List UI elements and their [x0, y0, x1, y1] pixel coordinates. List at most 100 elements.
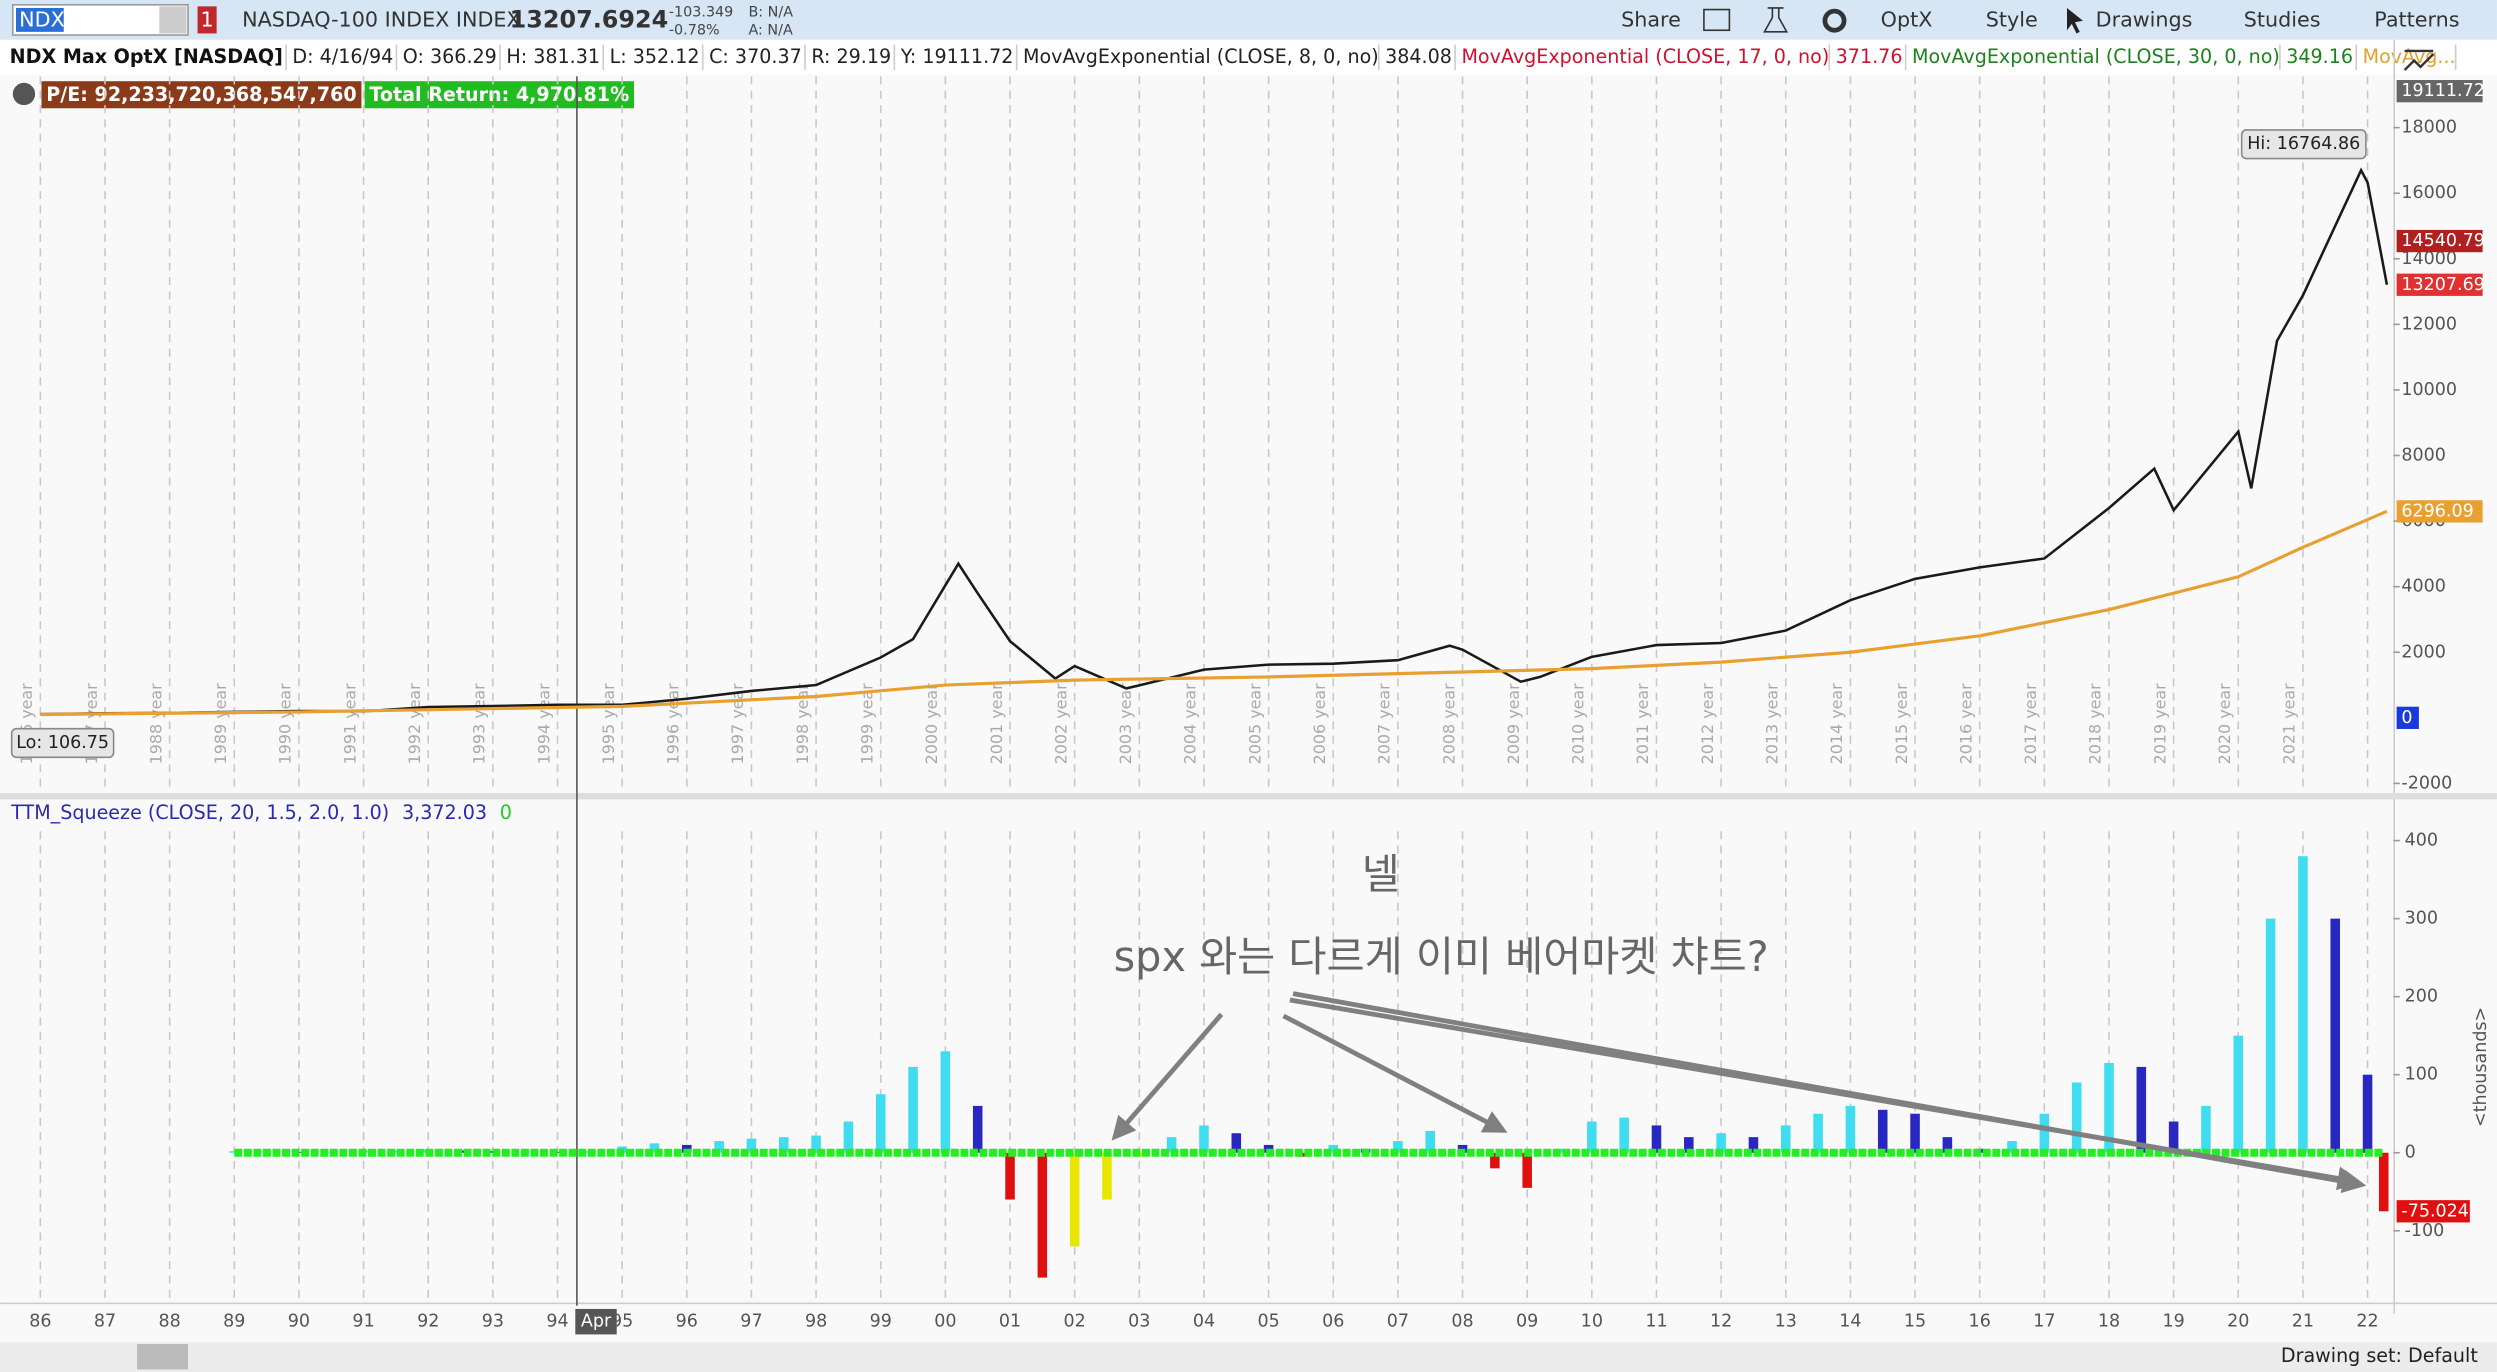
y-tick-label: 12000: [2401, 314, 2457, 334]
year-label: 2017 year: [2021, 683, 2040, 764]
button[interactable]: Drawings: [2096, 8, 2193, 32]
year-label: 2016 year: [1956, 683, 1975, 764]
study-unit: <thousands>: [2471, 1007, 2491, 1127]
histogram-bar: [746, 1138, 757, 1153]
header-field: C: 370.37: [709, 45, 802, 68]
scroll-thumb[interactable]: [137, 1343, 188, 1370]
button[interactable]: Share: [1621, 8, 1681, 32]
header-field: H: 381.31: [506, 45, 600, 68]
x-tick-label: 00: [934, 1312, 956, 1332]
histogram-bar: [1716, 1133, 1726, 1153]
year-label: 1988 year: [146, 683, 165, 764]
year-label: 1989 year: [211, 683, 230, 764]
x-tick-label: 07: [1387, 1312, 1409, 1332]
info-icon[interactable]: [12, 82, 36, 106]
button[interactable]: Patterns: [2374, 8, 2459, 32]
header-field: Y: 19111.72: [900, 45, 1014, 68]
histogram-bar: [940, 1051, 951, 1153]
header: NDX Max OptX [NASDAQ] D: 4/16/94 O: 366.29…: [10, 44, 2457, 71]
year-label: 2009 year: [1504, 683, 1523, 764]
price-marker: [2396, 229, 2483, 253]
price-marker: [2396, 706, 2419, 729]
symbol-highlight: [15, 7, 64, 32]
button[interactable]: Studies: [2244, 8, 2321, 32]
y-tick-label: 300: [2405, 909, 2438, 929]
study-marker-label: -75.024: [2401, 1201, 2469, 1221]
year-label: 2021 year: [2280, 683, 2299, 764]
y-tick-label: 400: [2405, 831, 2438, 851]
histogram-bar: [972, 1105, 983, 1153]
x-tick-label: 01: [999, 1312, 1021, 1332]
badge: [364, 81, 635, 109]
x-tick-label: 17: [2033, 1312, 2055, 1332]
annotation-arrows: [1111, 991, 2367, 1194]
x-tick-label: 15: [1904, 1312, 1926, 1332]
x-tick-label: 93: [482, 1312, 504, 1332]
arrow: [1111, 1012, 1224, 1141]
badge-text: P/E: 92,233,720,368,547,760: [46, 83, 356, 106]
histogram-bar: [649, 1143, 660, 1153]
histogram-bar: [1780, 1125, 1791, 1153]
histogram-bar: [1748, 1137, 1759, 1153]
histogram-bar: [1877, 1109, 1888, 1153]
y-tick-label: 18000: [2401, 118, 2457, 138]
description: NASDAQ-100 INDEX INDEX: [242, 8, 521, 32]
dropdown[interactable]: [159, 6, 187, 34]
icon[interactable]: [1763, 7, 1789, 33]
icon[interactable]: [1822, 8, 1847, 33]
histogram-bar: [2362, 1074, 2373, 1153]
header-field: 349.16: [2286, 45, 2353, 68]
histogram-bar: [1587, 1121, 1597, 1153]
histogram-bar: [1393, 1141, 1403, 1153]
histogram-bar: [2104, 1062, 2114, 1153]
histogram-bar: [2007, 1141, 2017, 1153]
icon[interactable]: [2403, 49, 2435, 71]
scrollbar[interactable]: [0, 1342, 2497, 1372]
year-label: 2014 year: [1827, 683, 1846, 764]
alert-count[interactable]: 1: [200, 8, 213, 32]
year-label: 1990 year: [276, 683, 295, 764]
x-tick-label: 05: [1257, 1312, 1279, 1332]
histogram-bar: [2233, 1035, 2244, 1153]
icon[interactable]: [2066, 7, 2083, 34]
year-label: 2001 year: [987, 683, 1006, 764]
histogram-bar: [1037, 1152, 1048, 1278]
last-price: 13207.6924: [510, 6, 669, 34]
pane-separator: [0, 793, 2497, 800]
year-label: 2006 year: [1310, 683, 1329, 764]
symbol[interactable]: NDX: [19, 8, 65, 32]
year-label: 1992 year: [405, 683, 424, 764]
axis-border: [2393, 39, 2396, 1314]
histogram-bar: [1102, 1152, 1112, 1200]
year-label: 1999 year: [857, 683, 876, 764]
histogram-bar: [1910, 1113, 1920, 1153]
lo-label: Lo: 106.75: [16, 733, 109, 753]
year-label: 2007 year: [1375, 683, 1394, 764]
header-field: L: 352.12: [610, 45, 700, 68]
study-header: TTM_Squeeze (CLOSE, 20, 1.5, 2.0, 1.0): [10, 801, 389, 824]
year-label: 2015 year: [1892, 683, 1911, 764]
ask: A: N/A: [748, 22, 792, 38]
histogram-bar: [2378, 1152, 2389, 1212]
x-tick-label: 20: [2227, 1312, 2249, 1332]
histogram-bar: [1684, 1137, 1694, 1153]
x-tick-label: 03: [1128, 1312, 1150, 1332]
x-tick-label: 97: [740, 1312, 762, 1332]
button[interactable]: OptX: [1881, 8, 1933, 32]
header-field: R: 29.19: [811, 45, 891, 68]
cursor-box: [575, 1308, 617, 1335]
button[interactable]: Style: [1986, 8, 2038, 32]
arrow: [1289, 997, 2362, 1191]
x-tick-label: 06: [1322, 1312, 1344, 1332]
histogram-bar: [1069, 1152, 1080, 1247]
y-tick-label: 8000: [2401, 446, 2446, 466]
alert-badge[interactable]: [197, 6, 217, 34]
header-field: 371.76: [1836, 45, 1903, 68]
price-marker: [2396, 273, 2483, 296]
hi-box: [2240, 129, 2367, 160]
x-tick-label: 08: [1451, 1312, 1473, 1332]
year-label: 2010 year: [1569, 683, 1588, 764]
histogram-bar: [1425, 1130, 1435, 1153]
icon[interactable]: [1703, 8, 1731, 32]
x-tick-label: 04: [1193, 1312, 1215, 1332]
